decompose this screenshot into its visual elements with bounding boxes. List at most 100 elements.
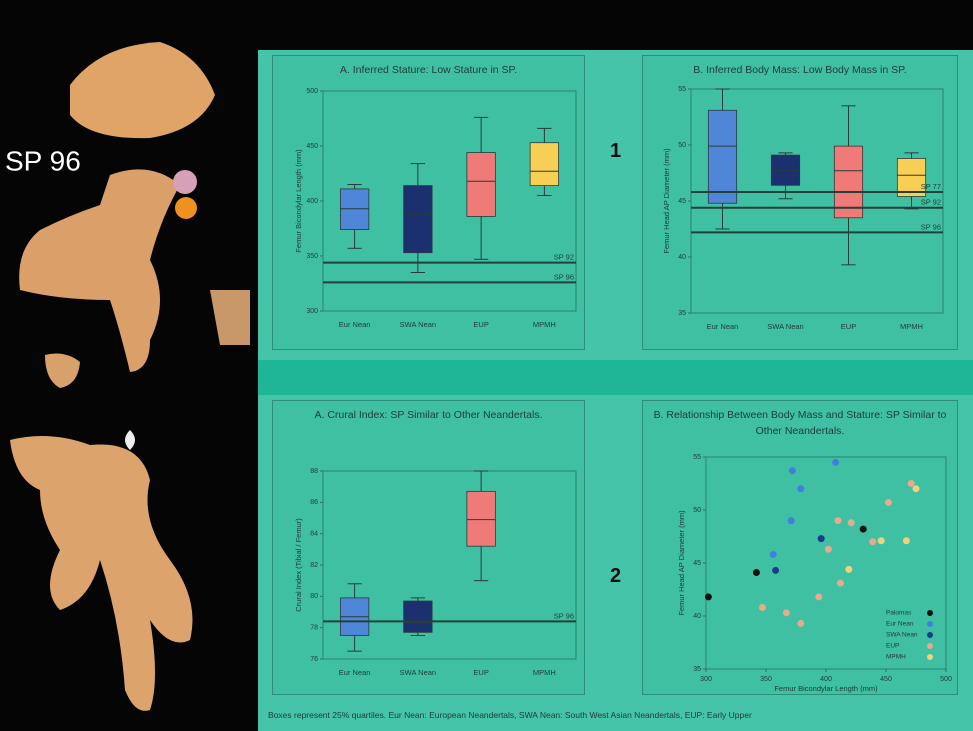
- point: [878, 537, 885, 544]
- footer: Boxes represent 25% quartiles. Eur Nean:…: [268, 710, 968, 720]
- y-tick-label: 50: [678, 142, 686, 149]
- y-tick-label: 35: [678, 310, 686, 317]
- legend-swatch: [927, 621, 933, 627]
- legend-label: Eur Nean: [886, 621, 914, 628]
- x-tick-label: 450: [880, 676, 892, 683]
- reference-label: SP 77: [921, 182, 941, 191]
- point: [837, 580, 844, 587]
- point: [845, 566, 852, 573]
- y-tick-label: 84: [310, 531, 318, 538]
- point: [860, 526, 867, 533]
- reference-label: SP 96: [554, 611, 574, 620]
- point: [797, 485, 804, 492]
- legend-swatch: [927, 643, 933, 649]
- figure: SP 96 1 2 Boxes represent 25% quartiles.…: [0, 0, 973, 731]
- x-tick-label: Eur Nean: [339, 320, 371, 329]
- point: [783, 609, 790, 616]
- x-tick-label: 500: [940, 676, 952, 683]
- y-tick-label: 40: [693, 613, 701, 620]
- x-tick-label: 400: [820, 676, 832, 683]
- point: [832, 459, 839, 466]
- y-tick-label: 76: [310, 656, 318, 663]
- bones: SP 96: [0, 0, 258, 731]
- specimen-label: SP 96: [5, 145, 81, 176]
- chart-title: B. Relationship Between Body Mass and St…: [653, 407, 947, 439]
- legend-label: SWA Nean: [886, 632, 918, 639]
- x-axis-label: Femur Bicondylar Length (mm): [774, 684, 878, 693]
- x-tick-label: 350: [760, 676, 772, 683]
- point: [797, 620, 804, 627]
- point: [913, 485, 920, 492]
- y-tick-label: 35: [693, 666, 701, 673]
- y-axis-label: Femur Head AP Diameter (mm): [662, 148, 671, 254]
- point: [759, 604, 766, 611]
- point: [835, 517, 842, 524]
- point: [770, 551, 777, 558]
- x-tick-label: SWA Nean: [400, 320, 436, 329]
- x-tick-label: 300: [700, 676, 712, 683]
- y-tick-label: 55: [678, 86, 686, 93]
- y-tick-label: 45: [693, 560, 701, 567]
- x-tick-label: EUP: [473, 320, 488, 329]
- x-tick-label: EUP: [473, 668, 488, 677]
- y-axis-label: Crural Index (Tibial / Femur): [294, 518, 303, 612]
- x-tick-label: MPMH: [533, 320, 556, 329]
- panel-number: 2: [610, 565, 621, 588]
- point: [869, 538, 876, 545]
- point: [705, 593, 712, 600]
- separator-band: [258, 360, 973, 395]
- point: [903, 537, 910, 544]
- y-tick-label: 300: [306, 308, 318, 315]
- x-tick-label: Eur Nean: [707, 322, 739, 331]
- x-tick-label: SWA Nean: [767, 322, 803, 331]
- box: [340, 189, 368, 230]
- x-tick-label: MPMH: [533, 668, 556, 677]
- y-tick-label: 50: [693, 507, 701, 514]
- y-tick-label: 40: [678, 254, 686, 261]
- x-tick-label: SWA Nean: [400, 668, 436, 677]
- x-tick-label: Eur Nean: [339, 668, 371, 677]
- chart-title: A. Crural Index: SP Similar to Other Nea…: [283, 407, 574, 423]
- point: [772, 567, 779, 574]
- reference-label: SP 96: [554, 272, 574, 281]
- point: [788, 517, 795, 524]
- y-tick-label: 88: [310, 468, 318, 475]
- reference-label: SP 92: [554, 253, 574, 262]
- point: [885, 499, 892, 506]
- y-axis-label: Femur Bicondylar Length (mm): [294, 149, 303, 253]
- legend-label: Palomas: [886, 610, 912, 617]
- panel-number: 1: [610, 140, 621, 163]
- top-strip: [258, 0, 973, 50]
- chart-title: B. Inferred Body Mass: Low Body Mass in …: [653, 62, 947, 78]
- box: [708, 110, 736, 203]
- box: [404, 186, 432, 253]
- y-tick-label: 500: [306, 88, 318, 95]
- point: [825, 546, 832, 553]
- chart-title: A. Inferred Stature: Low Stature in SP.: [283, 62, 574, 78]
- point: [815, 593, 822, 600]
- legend-swatch: [927, 632, 933, 638]
- y-tick-label: 80: [310, 593, 318, 600]
- photo: SP 96: [0, 0, 258, 731]
- x-tick-label: EUP: [841, 322, 856, 331]
- legend-swatch: [927, 610, 933, 616]
- y-axis-label: Femur Head AP Diameter (mm): [677, 510, 686, 616]
- box: [771, 155, 799, 185]
- reference-label: SP 96: [921, 222, 941, 231]
- point: [753, 569, 760, 576]
- box: [467, 153, 495, 217]
- reference-label: SP 92: [921, 198, 941, 207]
- point: [789, 467, 796, 474]
- y-tick-label: 78: [310, 625, 318, 632]
- y-tick-label: 86: [310, 499, 318, 506]
- point: [848, 519, 855, 526]
- point: [908, 480, 915, 487]
- chart-panel: 300350400450500Femur Bicondylar Length (…: [272, 55, 585, 350]
